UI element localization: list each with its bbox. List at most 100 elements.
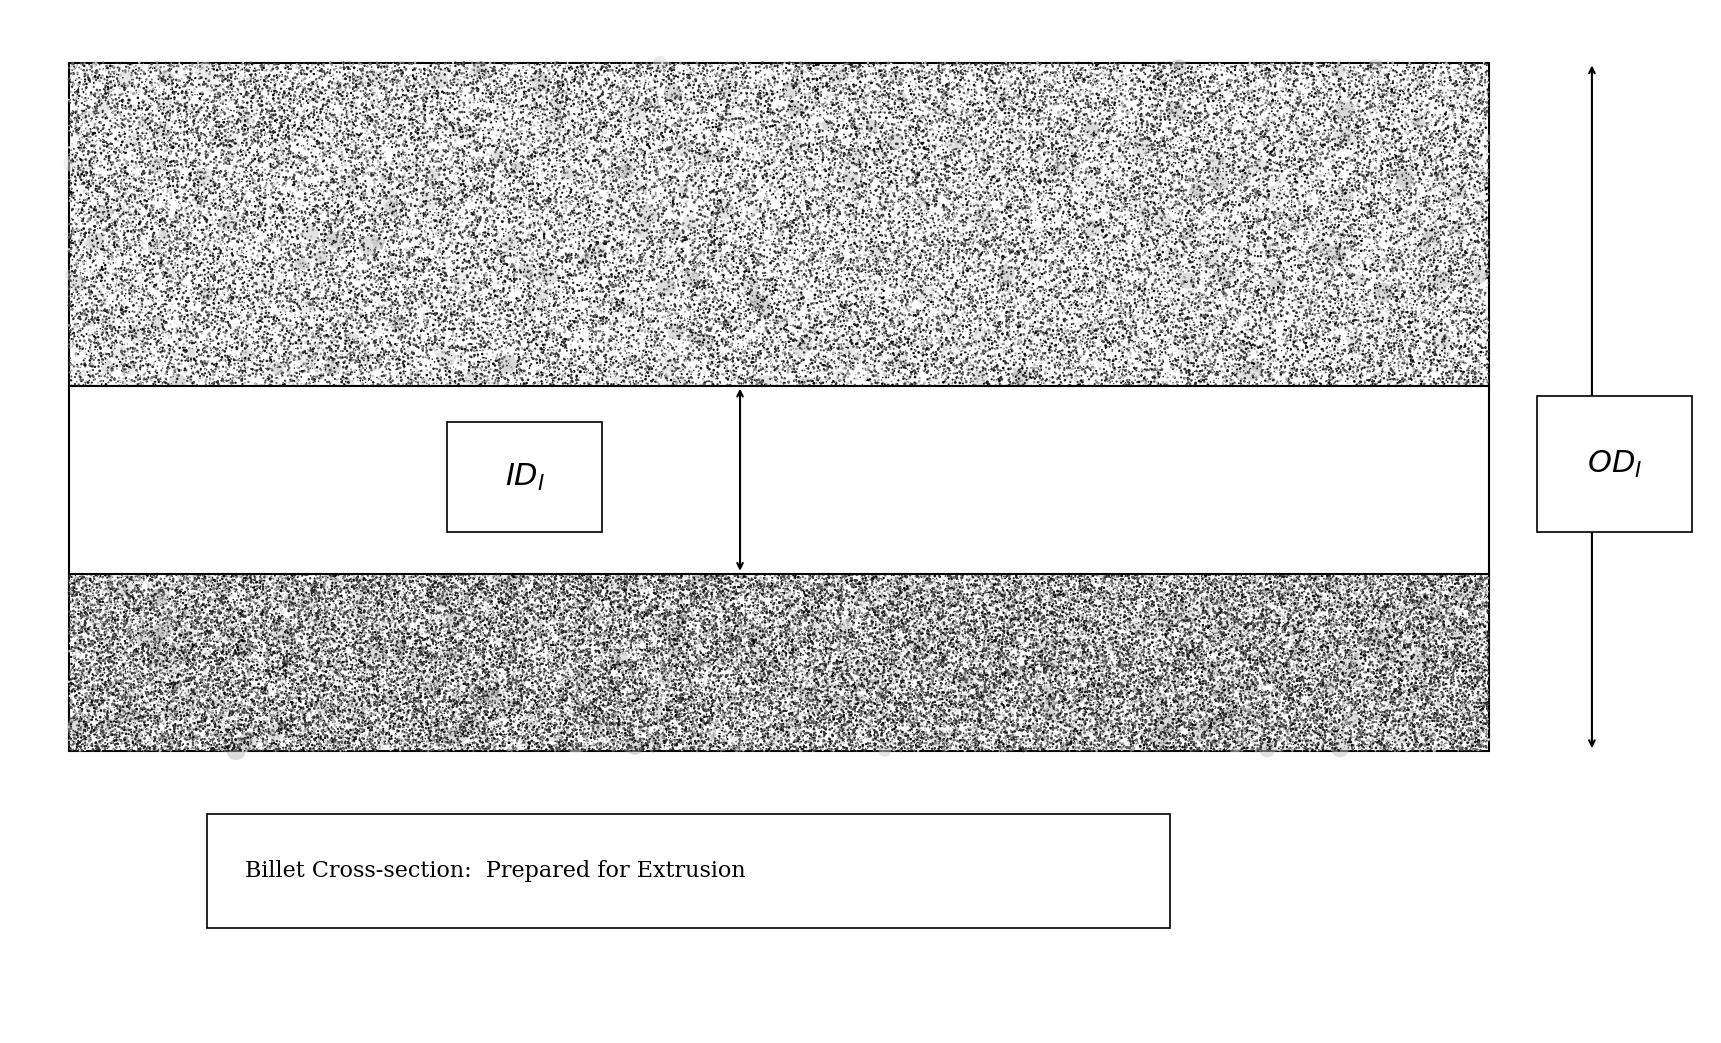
Point [107, 119, 134, 136]
Point [1363, 361, 1391, 378]
Point [157, 144, 184, 161]
Point [453, 204, 480, 221]
Point [1218, 654, 1246, 671]
Point [165, 609, 193, 626]
Point [604, 680, 632, 697]
Point [158, 72, 186, 89]
Point [1026, 361, 1053, 378]
Point [165, 624, 193, 640]
Point [60, 585, 88, 602]
Point [485, 364, 513, 381]
Point [604, 626, 632, 642]
Point [644, 369, 671, 386]
Point [1322, 656, 1349, 673]
Point [163, 277, 191, 294]
Point [697, 699, 725, 715]
Point [329, 169, 356, 186]
Point [184, 103, 212, 120]
Point [272, 213, 299, 229]
Point [146, 99, 174, 116]
Point [162, 614, 189, 631]
Point [1115, 364, 1143, 381]
Point [1167, 687, 1194, 704]
Point [1315, 309, 1342, 325]
Point [936, 64, 964, 80]
Point [1274, 609, 1301, 626]
Point [98, 704, 126, 721]
Point [1337, 678, 1365, 695]
Point [478, 592, 506, 609]
Point [1208, 153, 1236, 170]
Point [731, 173, 759, 190]
Point [723, 98, 750, 115]
Point [1196, 56, 1224, 73]
Point [370, 733, 398, 750]
Point [1205, 211, 1232, 227]
Point [427, 191, 454, 208]
Point [179, 364, 207, 381]
Point [773, 722, 800, 738]
Point [463, 235, 490, 251]
Point [1177, 698, 1205, 714]
Point [1041, 625, 1069, 641]
Point [1027, 616, 1055, 633]
Point [188, 712, 215, 729]
Point [67, 680, 95, 697]
Point [83, 717, 110, 733]
Point [468, 242, 496, 259]
Point [790, 295, 817, 312]
Point [1181, 681, 1208, 698]
Point [55, 603, 83, 620]
Point [752, 71, 780, 88]
Point [845, 242, 873, 259]
Point [59, 584, 86, 601]
Point [697, 672, 725, 688]
Point [972, 295, 1000, 312]
Point [370, 612, 398, 629]
Point [286, 728, 313, 745]
Point [353, 575, 380, 591]
Point [482, 737, 509, 754]
Point [790, 736, 817, 753]
Point [618, 739, 645, 756]
Point [386, 258, 413, 274]
Point [114, 711, 141, 728]
Point [515, 365, 542, 382]
Point [1248, 97, 1275, 114]
Point [1459, 319, 1487, 336]
Point [74, 703, 102, 720]
Point [167, 220, 194, 237]
Point [871, 194, 898, 211]
Point [559, 569, 587, 586]
Point [456, 634, 484, 651]
Point [1003, 96, 1031, 113]
Point [1394, 677, 1422, 694]
Point [77, 287, 105, 304]
Point [434, 572, 461, 588]
Point [394, 581, 422, 598]
Point [1456, 711, 1484, 728]
Point [1427, 82, 1454, 99]
Point [1267, 717, 1294, 733]
Point [83, 297, 110, 314]
Point [740, 633, 768, 650]
Point [652, 713, 680, 730]
Point [394, 218, 422, 235]
Point [312, 119, 339, 136]
Point [1096, 297, 1124, 314]
Point [1361, 59, 1389, 76]
Point [642, 669, 669, 685]
Point [411, 717, 439, 733]
Point [1083, 249, 1110, 266]
Point [1155, 607, 1182, 624]
Point [182, 310, 210, 326]
Point [126, 314, 153, 331]
Point [697, 64, 725, 80]
Point [1284, 590, 1311, 607]
Point [1332, 576, 1360, 592]
Point [914, 571, 941, 587]
Point [990, 141, 1017, 157]
Point [558, 737, 585, 754]
Point [602, 574, 630, 590]
Point [437, 308, 465, 324]
